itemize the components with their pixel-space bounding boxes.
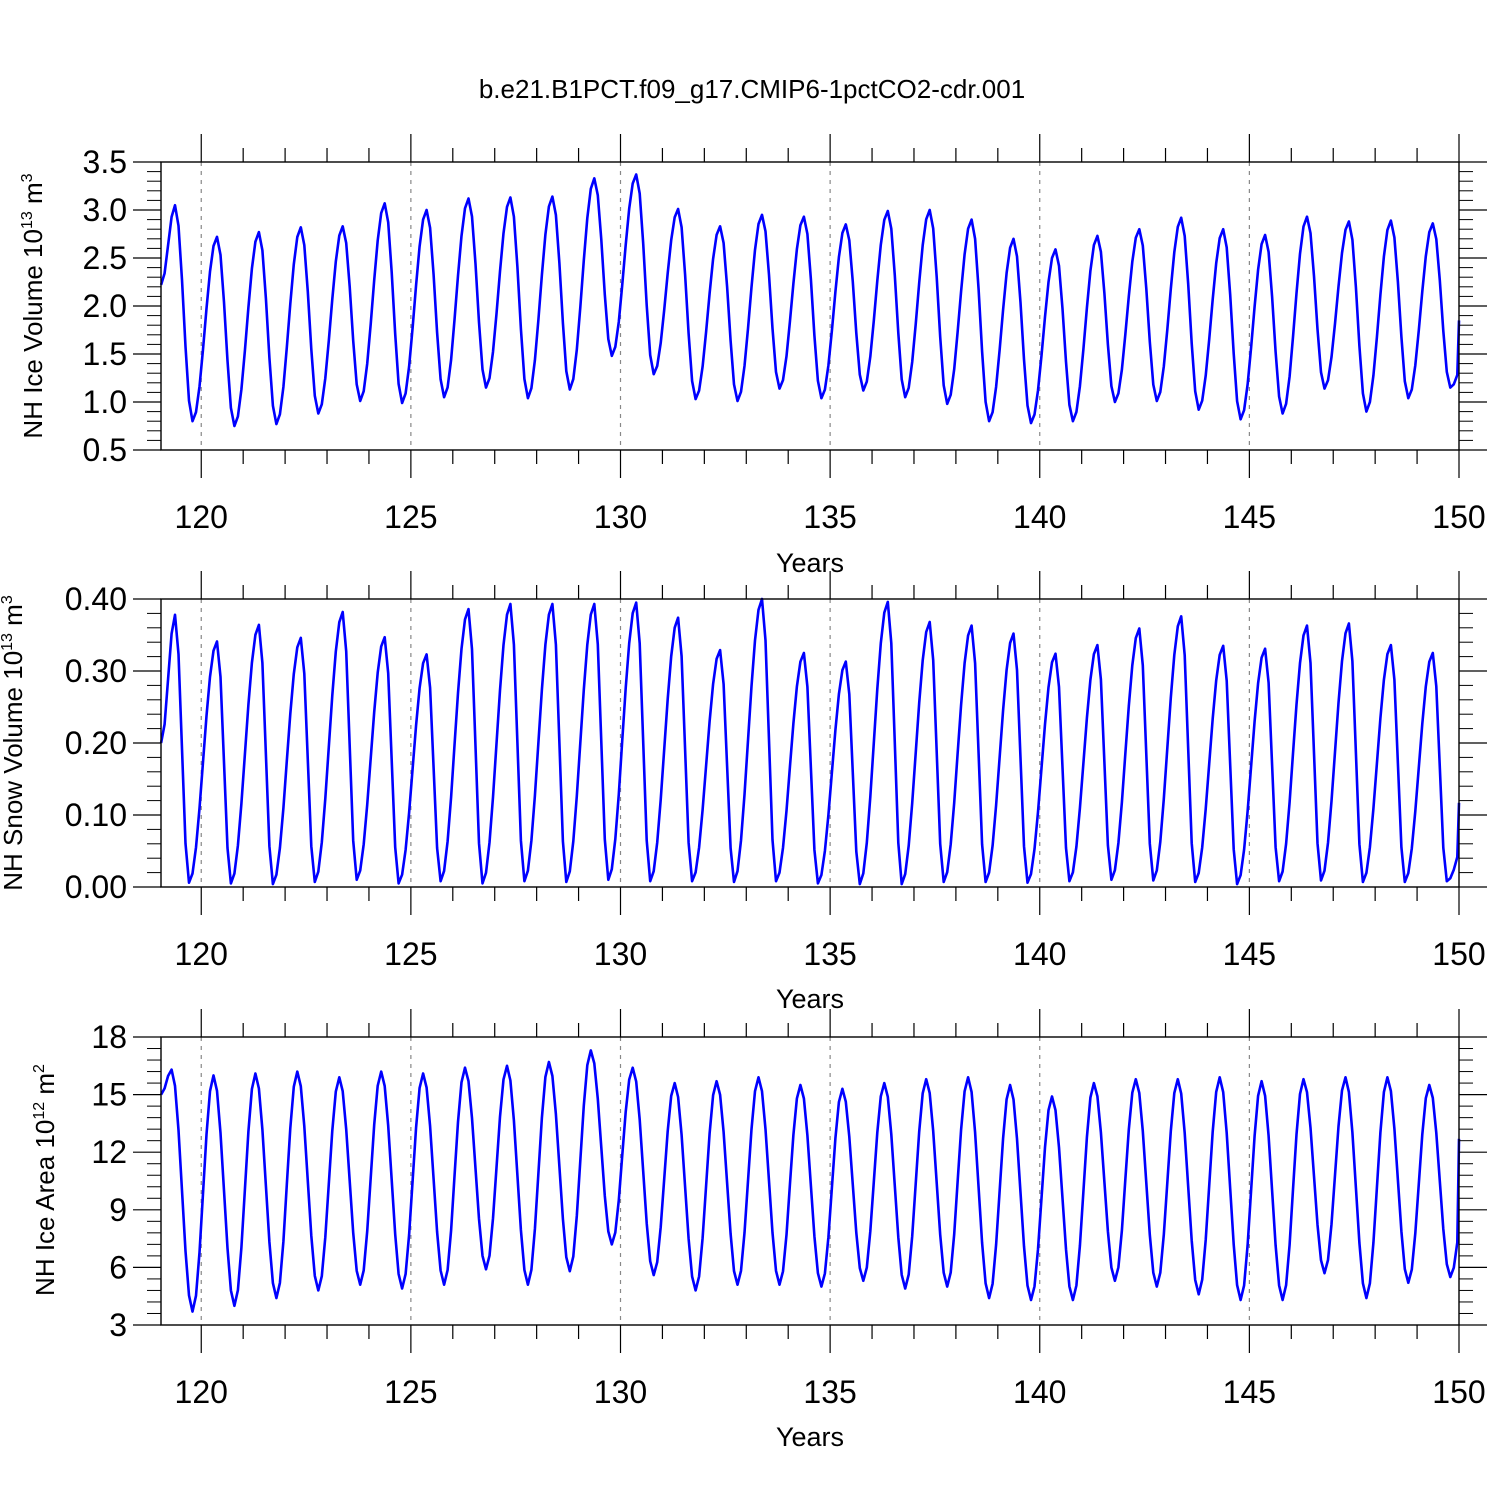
ytick-label: 0.20 bbox=[65, 725, 127, 761]
series-line-ice-area bbox=[159, 1049, 1461, 1313]
ytick-label: 0.30 bbox=[65, 653, 127, 689]
ytick-label: 9 bbox=[109, 1192, 127, 1228]
series-line-ice-volume bbox=[159, 173, 1461, 428]
ytick-label: 18 bbox=[91, 1019, 127, 1055]
ylabel-snow-volume: NH Snow Volume 1013 m3 bbox=[0, 595, 28, 891]
xtick-label: 120 bbox=[175, 1374, 228, 1410]
xtick-label: 140 bbox=[1013, 936, 1066, 972]
plot-frame-ice-area bbox=[160, 1036, 1460, 1326]
panel-ice-area: NH Ice Area 1012 m2 Years 120 125 130 135 14… bbox=[30, 1009, 1487, 1452]
ytick-label: 0.00 bbox=[65, 869, 127, 905]
ytick-label: 3 bbox=[109, 1307, 127, 1343]
xtick-label: 150 bbox=[1432, 936, 1485, 972]
xlabel-ice-volume: Years bbox=[776, 548, 844, 578]
plot-frame-ice-volume bbox=[160, 161, 1460, 451]
xtick-label: 150 bbox=[1432, 1374, 1485, 1410]
xlabel-ice-area: Years bbox=[776, 1422, 844, 1452]
figure-title: b.e21.B1PCT.f09_g17.CMIP6-1pctCO2-cdr.00… bbox=[479, 74, 1025, 104]
xtick-label: 130 bbox=[594, 936, 647, 972]
ytick-label: 3.5 bbox=[83, 144, 127, 180]
ytick-label: 2.0 bbox=[83, 288, 127, 324]
xtick-label: 135 bbox=[803, 1374, 856, 1410]
xtick-label: 150 bbox=[1432, 499, 1485, 535]
xtick-label: 145 bbox=[1223, 499, 1276, 535]
ytick-label: 12 bbox=[91, 1134, 127, 1170]
xtick-label: 140 bbox=[1013, 1374, 1066, 1410]
ytick-label: 0.5 bbox=[83, 432, 127, 468]
ylabel-ice-area: NH Ice Area 1012 m2 bbox=[30, 1064, 60, 1296]
xtick-label: 145 bbox=[1223, 936, 1276, 972]
ytick-label: 6 bbox=[109, 1249, 127, 1285]
xtick-label: 130 bbox=[594, 499, 647, 535]
xtick-label: 135 bbox=[803, 936, 856, 972]
panel-ice-volume: NH Ice Volume 1013 m3 Years 120 125 130 135… bbox=[18, 134, 1487, 578]
ytick-label: 15 bbox=[91, 1077, 127, 1113]
ytick-label: 3.0 bbox=[83, 192, 127, 228]
xtick-label: 125 bbox=[384, 936, 437, 972]
ylabel-ice-volume: NH Ice Volume 1013 m3 bbox=[18, 173, 48, 438]
ytick-label: 1.5 bbox=[83, 336, 127, 372]
xtick-label: 140 bbox=[1013, 499, 1066, 535]
xtick-label: 130 bbox=[594, 1374, 647, 1410]
panel-snow-volume: NH Snow Volume 1013 m3 Years 120 125 130 13… bbox=[0, 571, 1487, 1014]
xtick-label: 145 bbox=[1223, 1374, 1276, 1410]
ytick-label: 1.0 bbox=[83, 384, 127, 420]
xlabel-snow-volume: Years bbox=[776, 984, 844, 1014]
xtick-label: 120 bbox=[175, 499, 228, 535]
xtick-label: 125 bbox=[384, 1374, 437, 1410]
ytick-label: 2.5 bbox=[83, 240, 127, 276]
xtick-label: 135 bbox=[803, 499, 856, 535]
xtick-label: 120 bbox=[175, 936, 228, 972]
xtick-label: 125 bbox=[384, 499, 437, 535]
ytick-label: 0.40 bbox=[65, 581, 127, 617]
ytick-label: 0.10 bbox=[65, 797, 127, 833]
series-line-snow-volume bbox=[159, 597, 1461, 886]
